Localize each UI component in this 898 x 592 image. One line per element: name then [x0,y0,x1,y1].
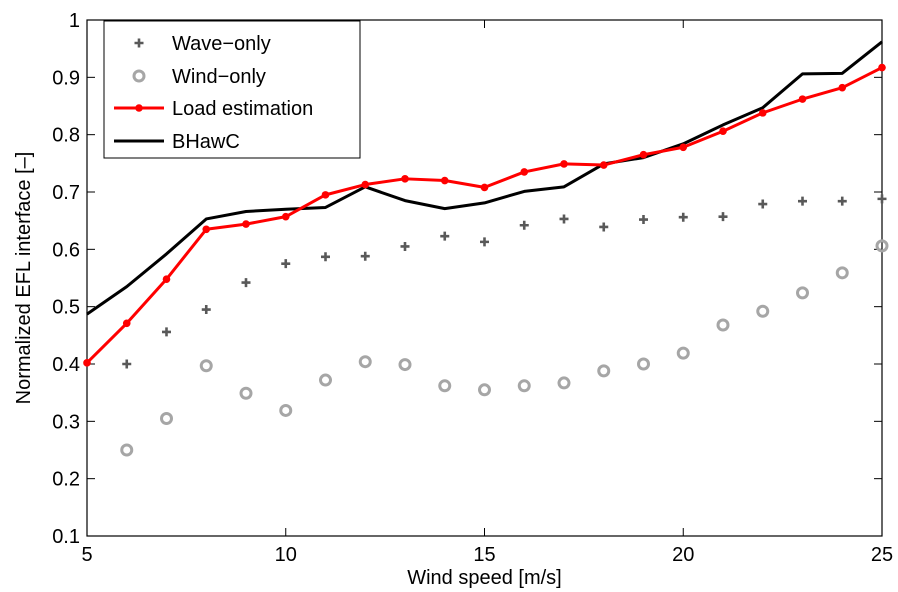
data-point [162,275,171,283]
data-point [519,220,529,230]
data-point [440,231,450,241]
y-tick-label: 0.9 [52,67,80,89]
data-point [560,160,568,168]
y-tick-label: 0.4 [52,354,80,376]
data-point [875,239,889,253]
legend-item: Wind−only [132,66,266,88]
y-tick-label: 0.2 [52,469,80,491]
data-point [639,150,648,159]
data-point [279,403,293,417]
data-point [478,383,491,397]
data-point [835,266,849,280]
data-point [718,212,728,222]
data-point [676,346,690,360]
legend-item: BHawC [114,131,240,153]
legend-marker [132,69,146,83]
x-tick-label: 20 [672,544,694,566]
data-point [122,319,131,328]
x-tick-label: 5 [81,544,92,566]
data-point [401,175,409,183]
data-point [756,304,770,318]
data-point [599,161,608,169]
axis-ticks: 5 10 15 20 25 0.1 0.2 0.3 0.4 0.5 0.6 0.7 0.8 0.9 1 [52,10,893,566]
data-point [321,191,330,199]
x-tick-label: 25 [871,544,893,566]
data-point [358,355,372,369]
data-point [239,386,253,400]
x-tick-label: 15 [473,544,495,566]
legend-box [103,20,361,159]
data-point [559,214,569,224]
x-tick-label: 10 [275,544,297,566]
data-point [242,220,250,228]
data-point [319,373,332,387]
data-point [758,109,767,117]
data-point [716,318,730,332]
legend-marker [135,104,143,112]
y-tick-label: 0.3 [52,411,80,433]
y-tick-label: 0.8 [52,125,80,147]
data-point [361,180,370,189]
legend-item: Load estimation [114,98,313,120]
data-point [837,196,847,206]
data-point [241,278,251,288]
data-point [480,237,489,247]
legend-label: Wind−only [172,66,266,88]
data-point [798,95,807,103]
data-point [480,183,489,192]
series-line [86,40,883,316]
series-2 [83,63,886,367]
data-point [517,379,531,393]
data-point [440,176,449,185]
data-point [281,259,291,269]
data-point [639,215,648,225]
y-axis-label: Normalized EFL interface [–] [13,152,35,405]
data-point [360,251,370,261]
data-point [321,252,330,262]
series-1 [120,239,889,457]
y-tick-label: 0.1 [52,526,80,548]
data-point [597,364,611,378]
y-tick-label: 0.6 [52,239,80,261]
data-point [838,83,847,92]
data-point [201,305,211,315]
y-tick-label: 1 [69,10,80,32]
series-3 [86,40,883,316]
data-point [599,222,609,232]
series-layer [83,40,889,457]
data-point [438,379,452,393]
legend-label: BHawC [172,131,240,153]
legend-label: Wave−only [172,33,271,55]
data-point [678,212,688,222]
data-point [679,143,688,152]
x-axis-label: Wind speed [m/s] [407,567,562,589]
data-point [796,286,809,300]
data-point [83,359,91,367]
data-point [199,359,213,373]
data-point [202,225,211,234]
data-point [758,199,768,209]
data-point [162,327,171,337]
data-point [877,194,887,204]
data-point [398,358,412,372]
data-point [520,168,529,176]
data-point [637,357,650,371]
y-tick-label: 0.7 [52,182,80,204]
y-tick-label: 0.5 [52,297,80,319]
legend-item: Wave−only [134,33,271,55]
legend-marker [134,38,144,48]
legend: Wave−only Wind−only Load estimation BHawC [103,20,361,159]
data-point [798,196,807,206]
data-point [719,127,727,136]
data-point [122,359,132,369]
data-point [557,376,571,390]
data-point [400,241,410,251]
data-point [281,212,290,221]
data-point [878,63,886,72]
series-0 [122,194,887,369]
data-point [120,443,134,457]
legend-label: Load estimation [172,98,313,120]
data-point [160,411,173,425]
